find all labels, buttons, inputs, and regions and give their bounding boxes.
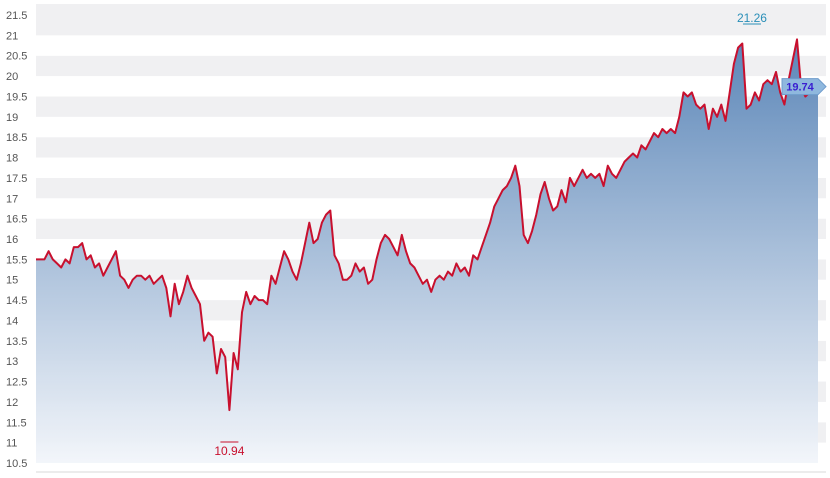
y-tick-label: 11 [6,438,17,450]
y-tick-label: 20.5 [6,51,27,63]
grid-band [36,137,826,158]
y-tick-label: 20 [6,71,18,83]
y-tick-label: 16.5 [6,214,27,226]
last-value-label: 19.74 [786,82,814,94]
y-tick-label: 17 [6,193,18,205]
max-value-label: 21.26 [737,11,767,25]
grid-band [36,35,826,56]
y-tick-label: 13.5 [6,336,27,348]
y-tick-label: 14.5 [6,295,27,307]
y-tick-label: 13 [6,356,18,368]
y-tick-label: 18 [6,153,18,165]
area-fill [36,39,818,464]
y-tick-label: 16 [6,234,18,246]
y-tick-label: 12.5 [6,377,27,389]
area-fill-layer [36,39,818,464]
y-axis: 10.5 11 11.5 12 12.5 13 13.5 14 14.5 15 15.5 16 16.5… [6,10,27,470]
y-tick-label: 12 [6,397,18,409]
annotations: 21.26 10.94 19.74 [214,11,827,458]
grid-band [36,116,826,138]
grid-band [36,15,826,36]
last-value-box [781,78,827,96]
y-tick-label: 18.5 [6,132,27,144]
y-tick-label: 14 [6,315,18,327]
y-tick-label: 21 [6,30,18,42]
grid-band [36,76,826,97]
y-tick-label: 15.5 [6,254,27,266]
y-tick-label: 21.5 [6,10,27,22]
y-tick-label: 15 [6,275,18,287]
y-tick-label: 17.5 [6,173,27,185]
y-tick-label: 19.5 [6,91,27,103]
price-line [36,38,819,412]
grid-band [36,4,826,15]
price-line-layer [36,38,819,412]
y-tick-label: 11.5 [6,417,27,429]
grid-band [36,96,826,117]
min-value-label: 10.94 [214,444,244,458]
y-tick-label: 19 [6,112,18,124]
y-tick-label: 10.5 [6,458,27,470]
grid-band [36,55,826,77]
